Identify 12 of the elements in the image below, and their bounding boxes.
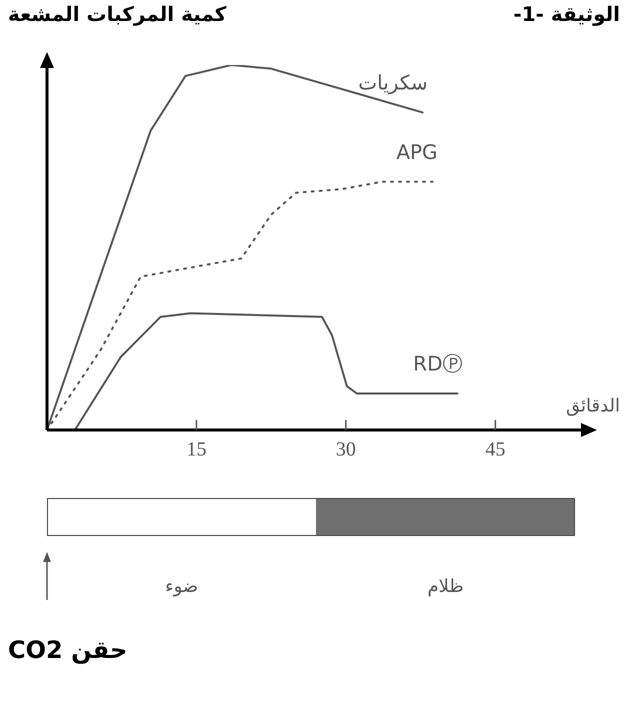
chart-title: الوثيقة -1- bbox=[513, 2, 620, 26]
text: ظلام bbox=[428, 576, 464, 597]
x-tick-label: 45 bbox=[485, 438, 506, 460]
series-label: RDⓅ bbox=[413, 352, 462, 376]
text: ضوء bbox=[165, 576, 198, 597]
y-axis-title: كمية المركبات المشعة bbox=[8, 2, 227, 26]
x-tick-label: 30 bbox=[336, 438, 356, 460]
text: حقن CO2 bbox=[8, 636, 128, 664]
x-axis-title: الدقائق bbox=[566, 396, 620, 417]
x-tick-label: 15 bbox=[186, 438, 206, 460]
series-label: APG bbox=[396, 140, 438, 164]
series-label: سكريات bbox=[358, 70, 428, 95]
